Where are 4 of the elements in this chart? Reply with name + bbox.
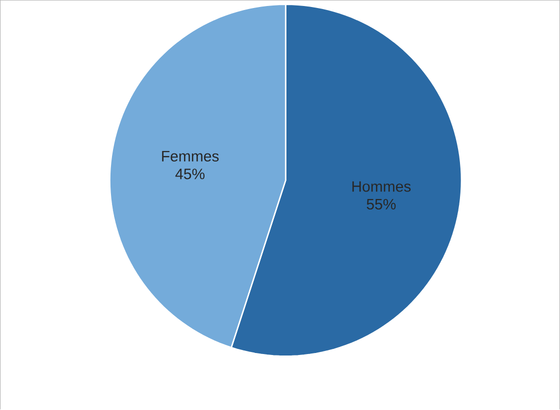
slice-label: Femmes: [162, 151, 219, 162]
data-label: 45%: [175, 168, 205, 180]
slice-label: Hommes: [352, 181, 411, 192]
data-label: 55%: [366, 199, 396, 210]
